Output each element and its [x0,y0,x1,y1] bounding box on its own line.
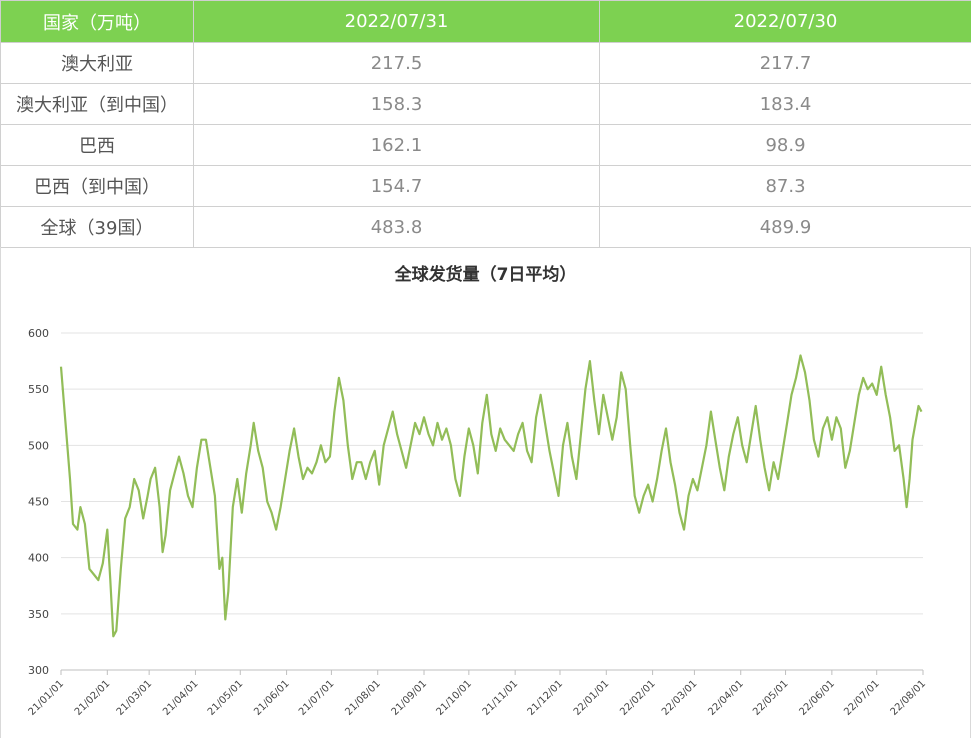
row-value-1: 162.1 [193,124,600,166]
row-value-2: 217.7 [599,42,971,84]
table-row: 澳大利亚（到中国） 158.3 183.4 [0,83,971,125]
x-tick-label: 22/08/01 [889,678,929,718]
y-tick-label: 450 [28,496,49,509]
series-layer [59,354,923,638]
y-tick-label: 550 [28,383,49,396]
grid-layer [61,332,923,671]
x-tick-label: 21/03/01 [115,678,155,718]
row-country: 巴西（到中国） [0,165,194,207]
x-tick-label: 21/07/01 [297,678,337,718]
x-tick-label: 21/05/01 [206,678,246,718]
row-country: 巴西 [0,124,194,166]
table-row: 澳大利亚 217.5 217.7 [0,42,971,84]
x-tick-label: 21/12/01 [526,678,566,718]
header-country: 国家（万吨） [0,0,194,43]
x-tick-label: 21/10/01 [434,678,474,718]
x-tick-label: 21/06/01 [252,678,292,718]
row-value-2: 98.9 [599,124,971,166]
x-tick-label: 22/01/01 [572,678,612,718]
x-tick-label: 22/05/01 [751,678,791,718]
x-tick-label: 22/06/01 [797,678,837,718]
table-row: 全球（39国） 483.8 489.9 [0,206,971,248]
y-tick-label: 350 [28,608,49,621]
row-value-1: 154.7 [193,165,600,207]
row-country: 澳大利亚（到中国） [0,83,194,125]
table-row: 巴西 162.1 98.9 [0,124,971,166]
x-tick-label: 21/02/01 [73,678,113,718]
y-tick-label: 300 [28,664,49,677]
row-value-2: 183.4 [599,83,971,125]
y-tick-label: 600 [28,327,49,340]
x-tick-label: 22/04/01 [706,678,746,718]
header-date-2: 2022/07/30 [599,0,971,43]
row-value-1: 483.8 [193,206,600,248]
x-axis: 21/01/01 21/02/01 21/03/01 21/04/01 21/05/01… [27,670,929,718]
x-tick-label: 22/03/01 [660,678,700,718]
chart-panel: 全球发货量（7日平均） 300 350 400 450 500 550 600 21/01/… [0,247,971,738]
header-date-1: 2022/07/31 [193,0,600,43]
x-tick-label: 21/04/01 [161,678,201,718]
table-row: 巴西（到中国） 154.7 87.3 [0,165,971,207]
x-tick-label: 21/09/01 [390,678,430,718]
row-country: 澳大利亚 [0,42,194,84]
y-axis: 300 350 400 450 500 550 600 [28,327,49,677]
row-value-2: 87.3 [599,165,971,207]
row-country: 全球（39国） [0,206,194,248]
row-value-2: 489.9 [599,206,971,248]
x-tick-label: 21/11/01 [481,678,521,718]
x-tick-label: 21/01/01 [27,678,67,718]
x-tick-label: 21/08/01 [343,678,383,718]
x-tick-label: 22/07/01 [842,678,882,718]
series-line [59,354,923,638]
y-tick-label: 400 [28,552,49,565]
shipment-table: 国家（万吨） 2022/07/31 2022/07/30 澳大利亚 217.5 … [0,0,971,248]
row-value-1: 217.5 [193,42,600,84]
table-header-row: 国家（万吨） 2022/07/31 2022/07/30 [0,0,971,43]
y-tick-label: 500 [28,439,49,452]
row-value-1: 158.3 [193,83,600,125]
chart-title: 全球发货量（7日平均） [394,265,577,285]
x-tick-label: 22/02/01 [618,678,658,718]
